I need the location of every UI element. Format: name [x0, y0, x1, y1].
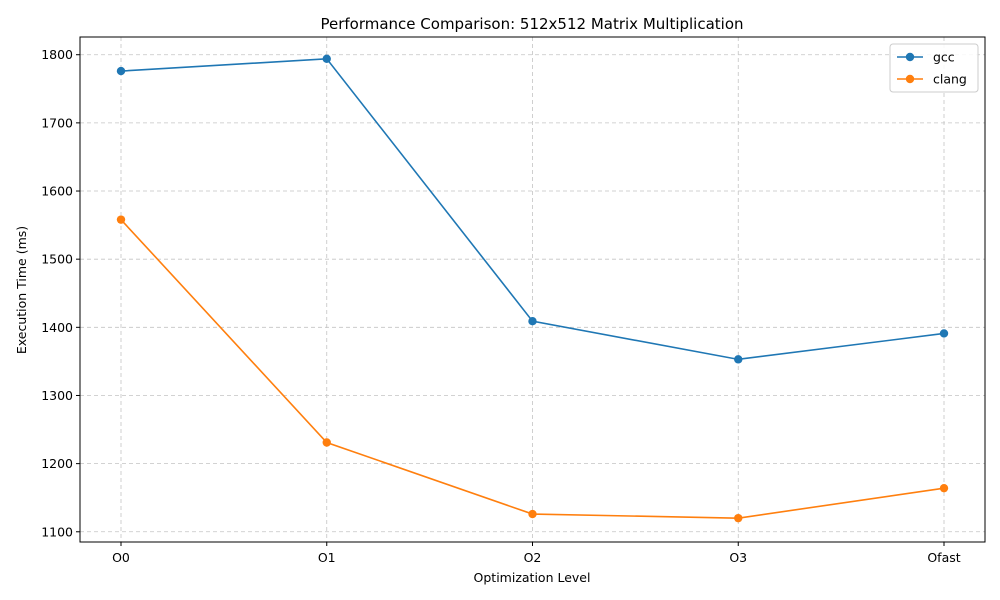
y-axis-label: Execution Time (ms): [14, 226, 29, 354]
y-tick-label: 1300: [41, 388, 73, 403]
data-point-clang: [734, 513, 743, 523]
series-lines: [120, 57, 945, 519]
x-tick-label: O3: [729, 550, 747, 565]
data-point-clang: [939, 483, 949, 493]
data-point-clang: [116, 215, 126, 224]
data-point-clang: [322, 438, 331, 447]
x-tick-label: O2: [524, 550, 542, 565]
legend-label-gcc: gcc: [933, 50, 955, 65]
data-point-gcc: [322, 54, 331, 64]
legend-marker-clang: [905, 74, 915, 84]
y-tick-label: 1200: [41, 456, 73, 471]
data-point-clang: [528, 509, 537, 519]
data-point-gcc: [528, 316, 537, 326]
x-tick-label: Ofast: [927, 550, 960, 565]
y-tick-label: 1100: [41, 524, 73, 539]
x-axis-ticks: O0 O1 O2 O3 Ofast: [112, 542, 961, 565]
y-axis-ticks: 1100 1200 1300 1400 1500 1600 1700 1800: [41, 47, 80, 539]
grid-lines: [80, 37, 985, 542]
data-point-gcc: [734, 355, 743, 364]
y-tick-label: 1500: [41, 252, 73, 267]
legend-label-clang: clang: [933, 72, 967, 87]
x-axis-label: Optimization Level: [474, 570, 591, 585]
chart-title: Performance Comparison: 512x512 Matrix M…: [320, 15, 743, 33]
y-tick-label: 1800: [41, 47, 73, 62]
y-tick-label: 1400: [41, 320, 73, 335]
legend: gcc clang: [889, 43, 979, 93]
y-tick-label: 1700: [41, 115, 73, 130]
x-tick-label: O0: [112, 550, 130, 565]
y-tick-label: 1600: [41, 184, 73, 199]
legend-marker-gcc: [905, 52, 915, 62]
x-tick-label: O1: [318, 550, 336, 565]
data-point-gcc: [116, 66, 126, 76]
data-point-gcc: [939, 329, 949, 338]
data-points: [116, 54, 949, 523]
